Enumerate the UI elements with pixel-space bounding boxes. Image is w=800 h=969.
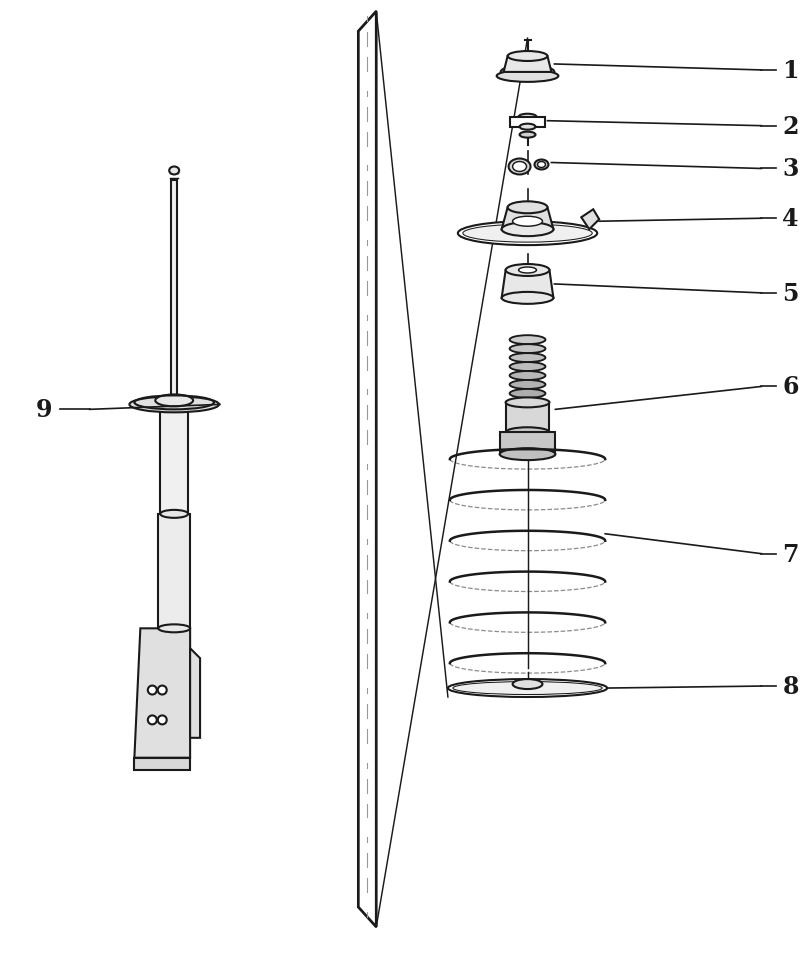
Ellipse shape bbox=[130, 397, 219, 413]
Ellipse shape bbox=[519, 133, 535, 139]
Ellipse shape bbox=[155, 395, 193, 407]
Ellipse shape bbox=[500, 449, 555, 460]
Ellipse shape bbox=[463, 225, 592, 243]
Ellipse shape bbox=[506, 398, 550, 408]
Ellipse shape bbox=[538, 163, 546, 169]
Polygon shape bbox=[510, 117, 546, 128]
Text: 4: 4 bbox=[782, 207, 799, 231]
Text: 1: 1 bbox=[782, 59, 799, 82]
Ellipse shape bbox=[519, 125, 535, 131]
Ellipse shape bbox=[497, 71, 558, 82]
Ellipse shape bbox=[506, 265, 550, 277]
Ellipse shape bbox=[508, 52, 547, 62]
Ellipse shape bbox=[510, 354, 546, 362]
Ellipse shape bbox=[510, 336, 546, 345]
Polygon shape bbox=[171, 181, 177, 400]
Ellipse shape bbox=[160, 398, 188, 406]
Text: 7: 7 bbox=[782, 542, 799, 566]
Ellipse shape bbox=[158, 625, 190, 633]
Ellipse shape bbox=[158, 716, 166, 725]
Ellipse shape bbox=[513, 679, 542, 689]
Text: 9: 9 bbox=[35, 398, 52, 422]
Ellipse shape bbox=[513, 217, 542, 227]
Ellipse shape bbox=[170, 168, 179, 175]
Polygon shape bbox=[190, 648, 200, 738]
Text: 8: 8 bbox=[782, 674, 799, 699]
Ellipse shape bbox=[509, 159, 530, 175]
Polygon shape bbox=[500, 433, 555, 454]
Ellipse shape bbox=[148, 686, 157, 695]
Ellipse shape bbox=[510, 372, 546, 381]
Polygon shape bbox=[506, 403, 550, 433]
Polygon shape bbox=[160, 402, 188, 515]
Polygon shape bbox=[502, 270, 554, 298]
Polygon shape bbox=[134, 629, 190, 758]
Text: 6: 6 bbox=[782, 375, 799, 399]
Ellipse shape bbox=[510, 362, 546, 372]
Polygon shape bbox=[158, 515, 190, 629]
Ellipse shape bbox=[506, 428, 550, 438]
Ellipse shape bbox=[453, 682, 602, 695]
Ellipse shape bbox=[518, 114, 537, 120]
Ellipse shape bbox=[510, 381, 546, 390]
Polygon shape bbox=[502, 208, 554, 230]
Ellipse shape bbox=[158, 686, 166, 695]
Text: 2: 2 bbox=[782, 114, 799, 139]
Polygon shape bbox=[358, 13, 376, 927]
Ellipse shape bbox=[502, 293, 554, 304]
Ellipse shape bbox=[458, 222, 598, 246]
Polygon shape bbox=[582, 210, 599, 230]
Text: 3: 3 bbox=[782, 157, 798, 181]
Ellipse shape bbox=[513, 163, 526, 172]
Polygon shape bbox=[504, 57, 551, 73]
Ellipse shape bbox=[160, 511, 188, 518]
Ellipse shape bbox=[510, 390, 546, 398]
Ellipse shape bbox=[148, 716, 157, 725]
Ellipse shape bbox=[508, 203, 547, 214]
Polygon shape bbox=[134, 758, 190, 770]
Ellipse shape bbox=[448, 679, 607, 698]
Ellipse shape bbox=[510, 345, 546, 354]
Ellipse shape bbox=[502, 223, 554, 236]
Ellipse shape bbox=[518, 267, 537, 273]
Text: 5: 5 bbox=[782, 282, 798, 305]
Ellipse shape bbox=[534, 160, 549, 171]
Ellipse shape bbox=[501, 66, 554, 79]
